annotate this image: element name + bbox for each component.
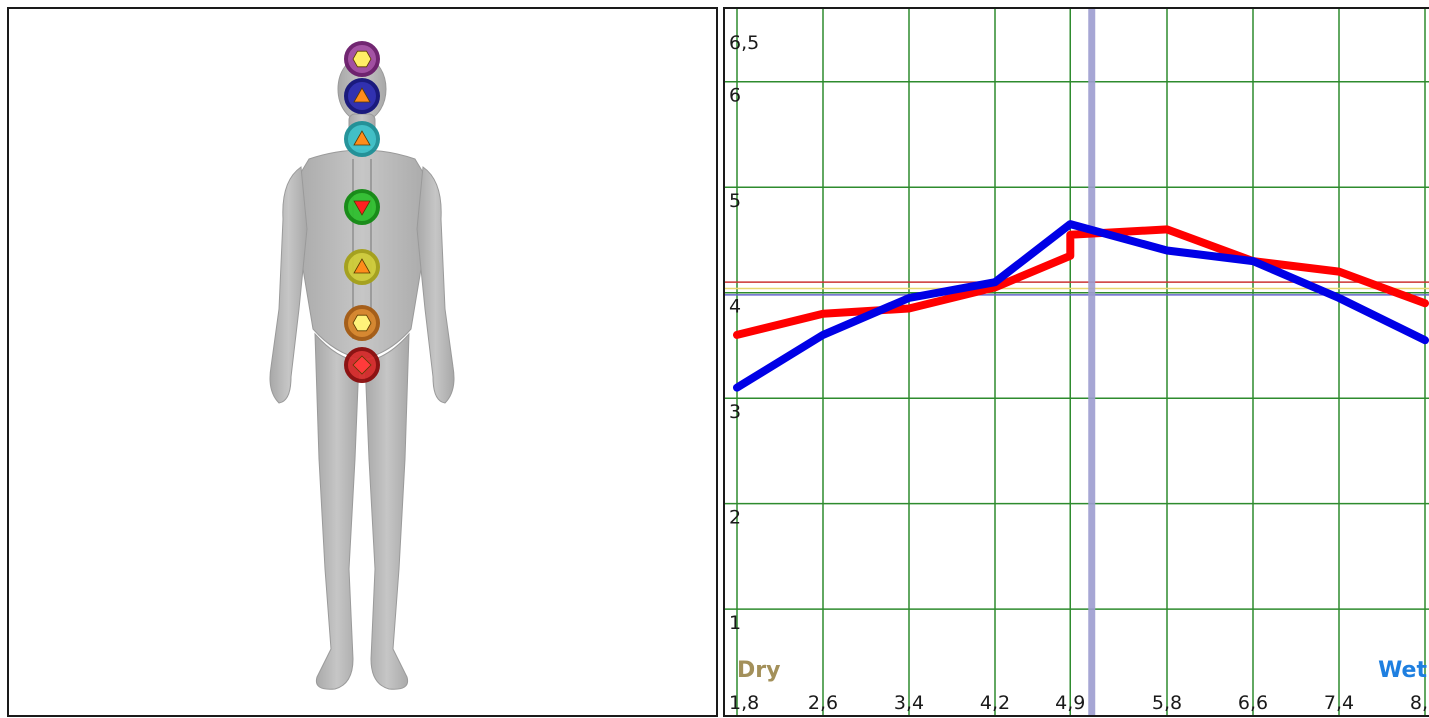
hexagon-icon [352, 50, 372, 68]
body-figure-canvas [269, 41, 455, 690]
x-tick-label: 6,6 [1238, 692, 1268, 714]
chakra-solar-plexus[interactable] [344, 249, 380, 285]
chart-panel: 1 2 3 4 5 6 6,5 1,8 2,6 3,4 4,2 4,9 5,8 6,6 7,4 8,2 Dr… [723, 7, 1429, 717]
chakra-markers [344, 41, 380, 383]
x-tick-label: 4,9 [1055, 692, 1085, 714]
hexagon-icon [352, 314, 372, 332]
x-tick-label: 4,2 [980, 692, 1010, 714]
x-tick-label: 8,2 [1410, 692, 1429, 714]
series-line-2 [733, 220, 1429, 392]
x-tick-label: 7,4 [1324, 692, 1354, 714]
y-tick-labels: 1 2 3 4 5 6 6,5 [729, 32, 759, 634]
x-tick-label: 3,4 [894, 692, 924, 714]
series-line-1 [733, 225, 1429, 339]
chakra-third-eye[interactable] [344, 78, 380, 114]
triangle-up-icon [353, 130, 371, 146]
chart-grid [725, 9, 1429, 715]
wet-label: Wet [1378, 658, 1427, 683]
y-tick-label: 2 [729, 507, 741, 529]
x-tick-labels: 1,8 2,6 3,4 4,2 4,9 5,8 6,6 7,4 8,2 [729, 692, 1429, 714]
chakra-sacral[interactable] [344, 305, 380, 341]
chakra-crown[interactable] [344, 41, 380, 77]
y-tick-label: 6 [729, 85, 741, 107]
y-tick-label: 3 [729, 401, 741, 423]
chart-series [733, 220, 1429, 392]
triangle-up-icon [353, 87, 371, 103]
y-tick-label: 1 [729, 612, 741, 634]
triangle-up-icon [353, 258, 371, 274]
chakra-root[interactable] [344, 347, 380, 383]
dry-label: Dry [737, 658, 780, 683]
y-tick-label: 6,5 [729, 32, 759, 54]
chakra-heart[interactable] [344, 189, 380, 225]
chakra-throat[interactable] [344, 121, 380, 157]
y-tick-label: 4 [729, 296, 741, 318]
x-tick-label: 5,8 [1152, 692, 1182, 714]
body-figure-panel [7, 7, 718, 717]
triangle-down-icon [353, 200, 371, 216]
diamond-icon [352, 355, 372, 375]
line-chart: 1 2 3 4 5 6 6,5 1,8 2,6 3,4 4,2 4,9 5,8 6,6 7,4 8,2 Dr… [725, 9, 1429, 715]
x-tick-label: 1,8 [729, 692, 759, 714]
x-tick-label: 2,6 [808, 692, 838, 714]
y-tick-label: 5 [729, 190, 741, 212]
